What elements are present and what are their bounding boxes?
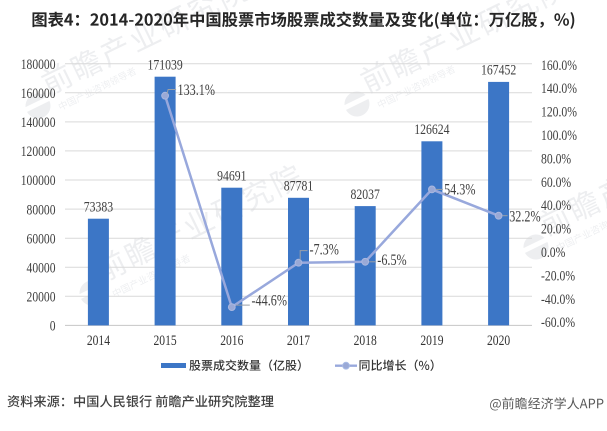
svg-text:-6.5%: -6.5% [377,252,407,269]
svg-text:40000: 40000 [27,259,56,276]
svg-text:20.0%: 20.0% [541,220,571,237]
svg-text:60000: 60000 [27,230,56,247]
svg-text:20000: 20000 [27,288,56,305]
svg-text:0.0%: 0.0% [541,244,565,261]
svg-text:2020: 2020 [487,331,511,348]
svg-text:100.0%: 100.0% [541,127,577,144]
svg-text:80000: 80000 [27,201,56,218]
svg-text:82037: 82037 [350,185,380,202]
svg-text:2016: 2016 [220,331,244,348]
svg-text:180000: 180000 [21,56,56,73]
svg-text:160000: 160000 [21,85,56,102]
svg-text:2015: 2015 [154,331,178,348]
svg-text:140000: 140000 [21,114,56,131]
svg-text:-7.3%: -7.3% [310,241,340,258]
svg-text:171039: 171039 [147,56,183,73]
svg-text:120000: 120000 [21,143,56,160]
svg-text:120.0%: 120.0% [541,103,577,120]
svg-text:32.2%: 32.2% [509,208,541,225]
svg-text:73383: 73383 [84,198,114,215]
svg-text:2014: 2014 [87,331,111,348]
svg-text:0: 0 [50,317,56,334]
svg-text:160.0%: 160.0% [541,56,577,73]
svg-text:54.3%: 54.3% [444,181,476,198]
svg-text:-20.0%: -20.0% [541,267,575,284]
svg-text:2018: 2018 [354,331,378,348]
svg-text:80.0%: 80.0% [541,150,571,167]
svg-text:140.0%: 140.0% [541,80,577,97]
svg-text:40.0%: 40.0% [541,197,571,214]
svg-text:-40.0%: -40.0% [541,290,575,307]
svg-text:2017: 2017 [287,331,311,348]
svg-text:126624: 126624 [414,121,450,138]
svg-text:60.0%: 60.0% [541,173,571,190]
svg-text:-60.0%: -60.0% [541,314,575,331]
svg-text:133.1%: 133.1% [178,82,216,99]
svg-text:167452: 167452 [481,61,516,78]
svg-text:87781: 87781 [284,177,313,194]
svg-text:94691: 94691 [217,167,246,184]
svg-text:-44.6%: -44.6% [252,292,288,309]
svg-text:100000: 100000 [21,172,56,189]
svg-text:2019: 2019 [420,331,444,348]
